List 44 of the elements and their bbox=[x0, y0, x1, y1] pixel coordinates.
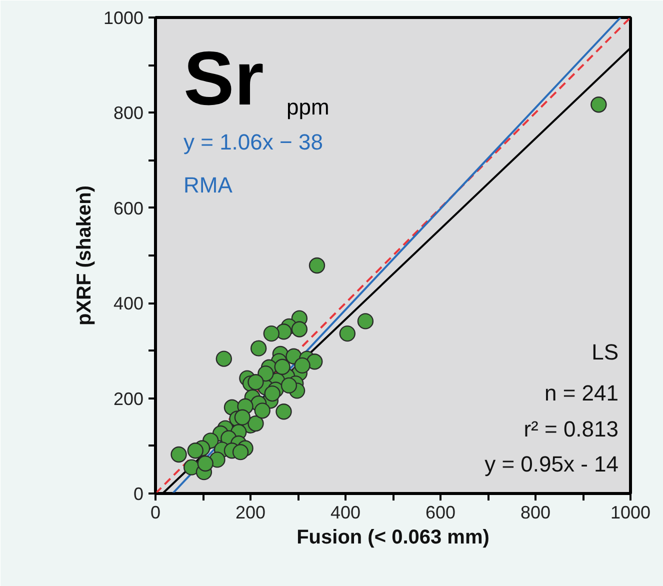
y-tick-label: 600 bbox=[113, 198, 144, 218]
annotation: y = 0.95x - 14 bbox=[484, 452, 619, 476]
point bbox=[234, 409, 251, 426]
point bbox=[294, 357, 310, 374]
point bbox=[254, 402, 270, 419]
point bbox=[590, 96, 607, 113]
x-tick-label: 1000 bbox=[610, 502, 651, 522]
y-tick-label: 400 bbox=[113, 294, 144, 314]
y-axis-title: pXRF (shaken) bbox=[73, 185, 96, 326]
point bbox=[276, 404, 292, 420]
x-tick-label: 200 bbox=[235, 502, 266, 522]
annotation: r² = 0.813 bbox=[524, 416, 619, 442]
x-tick-label: 600 bbox=[425, 502, 456, 522]
point bbox=[291, 321, 308, 338]
annotation: y = 1.06x − 38 bbox=[184, 130, 323, 154]
point bbox=[216, 350, 232, 367]
annotation: RMA bbox=[184, 172, 233, 198]
annotation: LS bbox=[592, 340, 619, 364]
point bbox=[274, 358, 290, 375]
point bbox=[250, 340, 267, 356]
x-tick-label: 800 bbox=[520, 502, 551, 522]
point bbox=[170, 446, 187, 463]
point bbox=[263, 325, 280, 342]
x-axis-title: Fusion (< 0.063 mm) bbox=[296, 526, 490, 548]
point bbox=[264, 385, 280, 402]
point bbox=[248, 415, 264, 432]
chart-title: Sr bbox=[184, 36, 264, 122]
y-tick-label: 0 bbox=[133, 484, 144, 504]
point bbox=[248, 374, 264, 390]
y-tick-label: 200 bbox=[113, 388, 144, 409]
point bbox=[339, 325, 356, 342]
text: ppm bbox=[286, 94, 330, 120]
x-tick-label: 400 bbox=[330, 502, 361, 522]
point bbox=[357, 313, 374, 330]
point bbox=[197, 455, 214, 472]
annotation: n = 241 bbox=[544, 380, 618, 406]
point bbox=[258, 365, 274, 382]
point bbox=[232, 444, 249, 460]
point bbox=[280, 377, 298, 394]
point bbox=[308, 257, 326, 274]
point bbox=[187, 442, 204, 459]
y-tick-label: 800 bbox=[113, 103, 144, 124]
y-tick-label: 1000 bbox=[103, 8, 144, 28]
x-tick-label: 0 bbox=[150, 502, 161, 522]
